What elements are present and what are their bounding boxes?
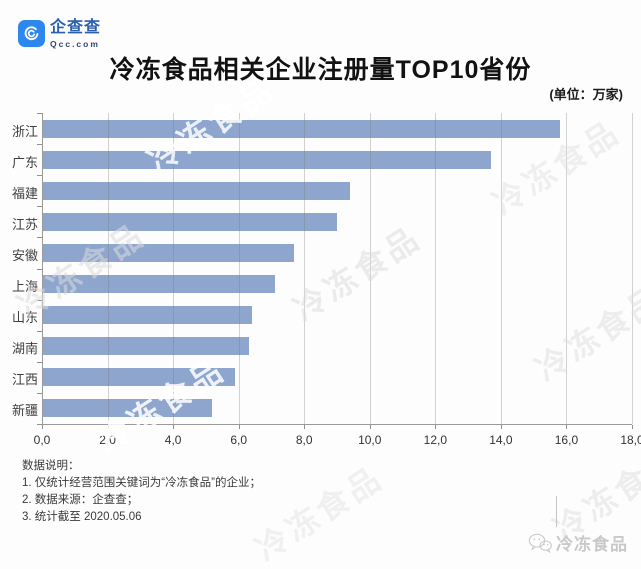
x-tick-label: 0,0 bbox=[33, 433, 51, 447]
y-axis-tick bbox=[37, 206, 42, 208]
y-axis-tick bbox=[37, 392, 42, 394]
note-line: 1. 仅统计经营范围关键词为“冷冻食品”的企业； bbox=[22, 477, 261, 489]
x-axis-tick bbox=[435, 425, 437, 429]
category-label: 浙江 bbox=[11, 123, 38, 139]
unit-label: (单位：万家) bbox=[549, 87, 623, 102]
x-axis-tick bbox=[566, 425, 568, 429]
category-label: 新疆 bbox=[11, 403, 38, 419]
gridline bbox=[304, 113, 306, 424]
bar-江苏 bbox=[42, 212, 337, 231]
x-axis-tick bbox=[107, 425, 109, 429]
x-tick-label: 14,0 bbox=[489, 433, 513, 447]
wechat-account-mark: 冷冻食品 bbox=[528, 530, 628, 555]
y-axis-line bbox=[42, 113, 43, 424]
category-label: 福建 bbox=[11, 185, 38, 201]
qcc-logo-icon bbox=[18, 20, 45, 47]
gridline bbox=[500, 113, 502, 424]
x-axis-line bbox=[42, 424, 632, 425]
y-axis-tick bbox=[37, 113, 42, 114]
y-axis-tick bbox=[37, 361, 42, 363]
y-axis-tick bbox=[37, 175, 42, 177]
brand-name: 企查查 bbox=[50, 19, 102, 36]
data-notes: 数据说明： 1. 仅统计经营范围关键词为“冷冻食品”的企业； 2. 数据来源：企… bbox=[22, 458, 261, 526]
category-label: 广东 bbox=[11, 154, 38, 170]
gridline bbox=[566, 113, 568, 424]
category-label: 上海 bbox=[11, 279, 38, 295]
x-axis-tick bbox=[632, 425, 633, 429]
x-tick-label: 18,0 bbox=[620, 433, 641, 447]
x-axis-tick bbox=[369, 425, 371, 429]
gridline bbox=[435, 113, 437, 424]
note-line: 2. 数据来源：企查查； bbox=[22, 494, 139, 506]
y-axis-tick bbox=[37, 424, 42, 425]
bar-新疆 bbox=[42, 399, 213, 418]
wechat-account-name: 冷冻食品 bbox=[556, 535, 628, 554]
brand-domain: Qcc.com bbox=[50, 39, 100, 49]
gridline bbox=[238, 113, 240, 424]
qcc-swirl-icon bbox=[24, 26, 39, 41]
category-label: 湖南 bbox=[11, 341, 38, 357]
x-tick-label: 2,0 bbox=[99, 433, 116, 447]
x-tick-label: 4,0 bbox=[164, 433, 182, 447]
note-line: 3. 统计截至 2020.05.06 bbox=[22, 511, 142, 523]
x-axis-tick bbox=[500, 425, 502, 429]
x-tick-label: 8,0 bbox=[295, 433, 313, 447]
category-label: 江西 bbox=[11, 372, 38, 388]
bar-福建 bbox=[42, 181, 351, 200]
category-label: 安徽 bbox=[11, 247, 38, 263]
stray-vertical-line bbox=[556, 496, 557, 527]
wechat-icon bbox=[528, 533, 552, 553]
x-axis-tick bbox=[304, 425, 306, 429]
chart-title: 冷冻食品相关企业注册量TOP10省份 bbox=[109, 56, 532, 84]
bar-上海 bbox=[42, 275, 275, 294]
y-axis-tick bbox=[37, 299, 42, 301]
watermark-text: 冷冻食品 bbox=[249, 459, 390, 568]
x-tick-label: 12,0 bbox=[423, 433, 448, 447]
gridline bbox=[632, 113, 633, 424]
bar-山东 bbox=[42, 306, 252, 325]
gridline bbox=[173, 113, 175, 424]
y-axis-tick bbox=[37, 268, 42, 270]
x-tick-label: 10,0 bbox=[358, 433, 382, 447]
y-axis-tick bbox=[37, 144, 42, 146]
x-axis-tick bbox=[173, 425, 175, 429]
bar-安徽 bbox=[42, 243, 295, 262]
bar-江西 bbox=[42, 368, 236, 387]
category-label: 江苏 bbox=[11, 216, 38, 232]
bar-广东 bbox=[42, 150, 492, 169]
gridline bbox=[107, 113, 109, 424]
category-label: 山东 bbox=[11, 310, 38, 326]
x-axis-tick bbox=[238, 425, 240, 429]
y-axis-tick bbox=[37, 237, 42, 239]
watermark-text: 冷冻食品 bbox=[529, 279, 641, 388]
gridline bbox=[369, 113, 371, 424]
qcc-logo: 企查查 Qcc.com bbox=[18, 20, 101, 49]
notes-heading: 数据说明： bbox=[22, 460, 80, 472]
bar-湖南 bbox=[42, 337, 249, 356]
y-axis-tick bbox=[37, 330, 42, 332]
x-tick-label: 16,0 bbox=[554, 433, 579, 447]
qcc-logo-text: 企查查 Qcc.com bbox=[50, 20, 101, 49]
x-axis-tick bbox=[42, 425, 43, 429]
bar-浙江 bbox=[42, 119, 560, 138]
x-tick-label: 6,0 bbox=[230, 433, 247, 447]
